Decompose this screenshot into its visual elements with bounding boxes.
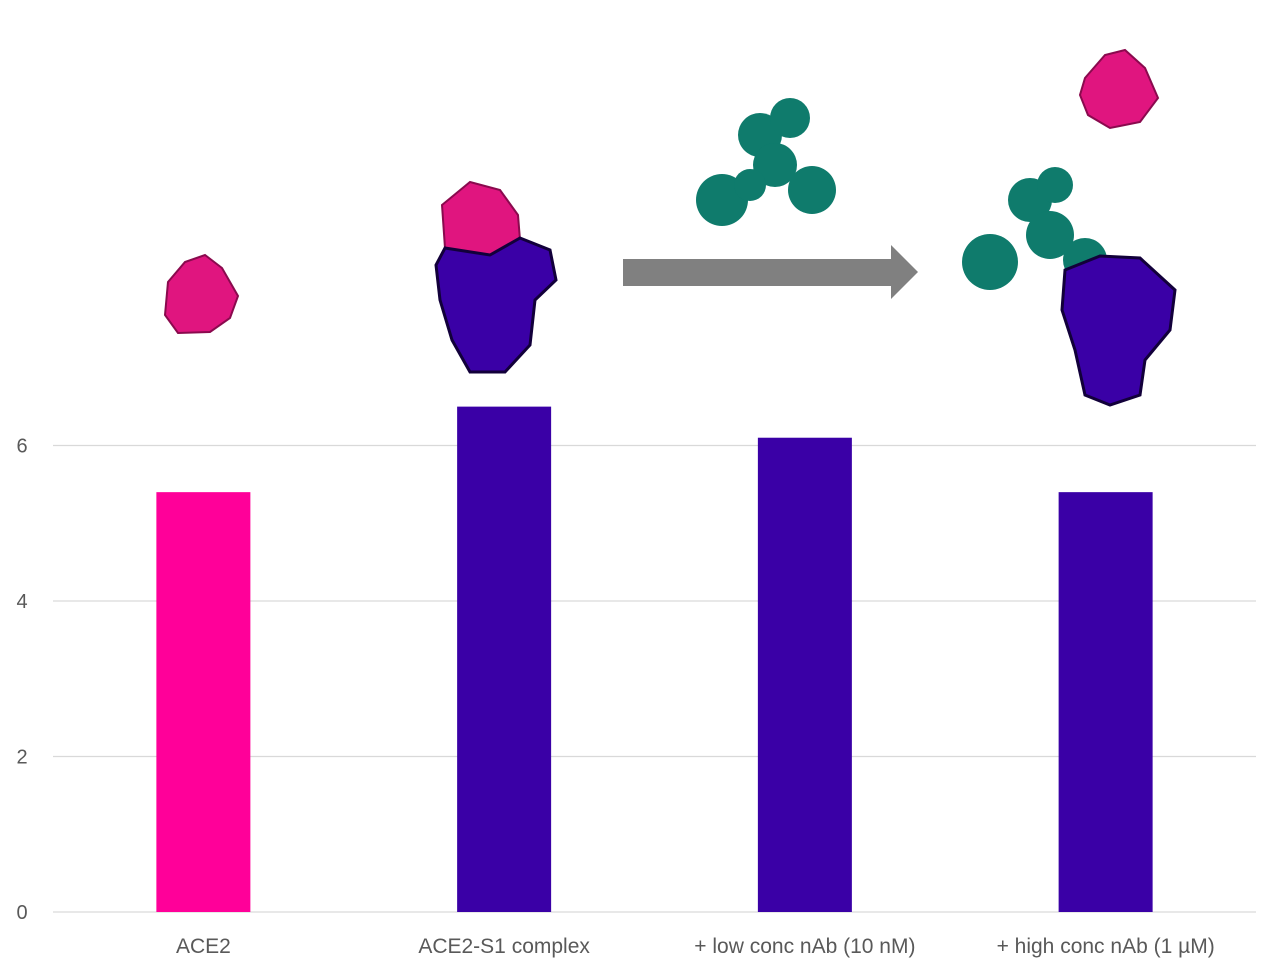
antibody-illustration	[696, 98, 836, 226]
gridlines	[53, 444, 1256, 913]
bars	[156, 406, 1153, 912]
ace2-protein-illustration	[163, 253, 240, 335]
x-category-label: + high conc nAb (1 µM)	[997, 935, 1215, 958]
bar-1	[457, 406, 552, 912]
y-tick-label: 2	[16, 747, 27, 769]
bar-2	[757, 437, 852, 912]
y-tick-label: 0	[16, 902, 27, 924]
x-category-label: ACE2	[176, 935, 231, 958]
y-axis-ticks: 0 2 4 6	[16, 436, 27, 925]
antibody-s1-complex-illustration	[962, 167, 1177, 407]
bar-3	[1058, 492, 1153, 912]
x-category-label: ACE2-S1 complex	[418, 935, 590, 958]
arrow-right-icon	[623, 245, 918, 299]
x-axis-labels: ACE2 ACE2-S1 complex + low conc nAb (10 nM…	[176, 935, 1215, 958]
y-tick-label: 4	[16, 591, 27, 613]
y-tick-label: 6	[16, 436, 27, 458]
bar-0	[156, 492, 251, 912]
free-ace2-illustration	[1078, 48, 1160, 130]
x-category-label: + low conc nAb (10 nM)	[694, 935, 915, 958]
ace2-s1-complex-illustration	[434, 180, 558, 374]
